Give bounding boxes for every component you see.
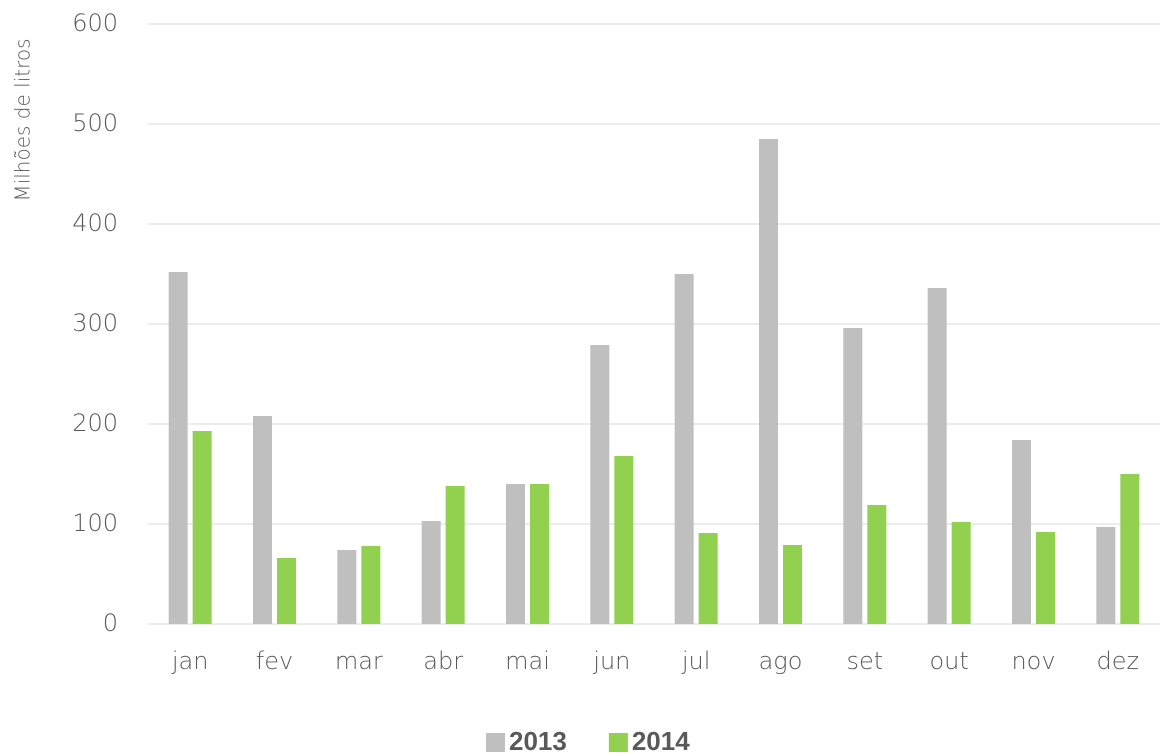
legend-swatch — [608, 733, 628, 752]
bar — [1120, 474, 1140, 624]
y-tick-label: 500 — [72, 109, 118, 137]
x-tick-label: jul — [681, 647, 711, 675]
bar — [445, 486, 465, 624]
bar — [361, 546, 381, 624]
x-tick-label: dez — [1097, 647, 1140, 675]
bar — [843, 328, 863, 624]
bar — [1012, 440, 1031, 624]
y-tick-label: 600 — [72, 9, 118, 37]
x-tick-label: jun — [592, 647, 630, 675]
y-tick-label: 200 — [72, 409, 118, 437]
bar — [337, 550, 357, 624]
bar — [759, 139, 778, 624]
bar — [1036, 532, 1055, 624]
legend-label: 2014 — [632, 726, 690, 754]
y-tick-label: 300 — [72, 309, 118, 337]
x-tick-label: abr — [423, 647, 463, 675]
bar — [614, 456, 634, 624]
bar — [1096, 527, 1116, 624]
bar — [927, 288, 947, 624]
y-tick-label: 100 — [72, 509, 118, 537]
bar — [783, 545, 802, 624]
bar — [168, 272, 188, 624]
bar — [951, 522, 971, 624]
bar — [674, 274, 694, 624]
bar — [253, 416, 272, 624]
x-tick-label: fev — [256, 647, 293, 675]
bar — [590, 345, 610, 624]
x-tick-label: ago — [759, 647, 803, 675]
x-tick-label: out — [930, 647, 969, 675]
bar — [192, 431, 212, 624]
x-tick-label: mai — [505, 647, 550, 675]
bar — [421, 521, 441, 624]
bar — [506, 484, 525, 624]
legend-label: 2013 — [509, 726, 567, 754]
x-tick-label: nov — [1011, 647, 1055, 675]
bar — [277, 558, 296, 624]
y-tick-label: 0 — [103, 609, 118, 637]
legend-swatch — [486, 733, 505, 752]
bar — [867, 505, 887, 624]
y-tick-label: 400 — [72, 209, 118, 237]
x-tick-label: jan — [171, 647, 209, 675]
bar — [698, 533, 718, 624]
x-tick-label: set — [846, 647, 883, 675]
bar — [530, 484, 549, 624]
x-tick-label: mar — [335, 647, 383, 675]
y-axis-label: Milhões de litros — [11, 38, 35, 201]
